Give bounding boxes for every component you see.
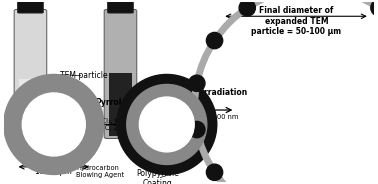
Text: TEM particle: TEM particle: [60, 71, 107, 80]
Ellipse shape: [22, 93, 85, 156]
Bar: [19, 79, 42, 136]
Text: Final diameter of
expanded TEM
particle = 50-100 μm: Final diameter of expanded TEM particle …: [251, 6, 341, 36]
Text: 13-30 μm: 13-30 μm: [36, 167, 72, 176]
Ellipse shape: [189, 75, 205, 91]
FancyBboxPatch shape: [108, 0, 133, 13]
Ellipse shape: [371, 0, 378, 16]
Text: Polypyrrole
Coating: Polypyrrole Coating: [136, 169, 179, 184]
FancyBboxPatch shape: [104, 9, 137, 139]
Ellipse shape: [206, 164, 223, 181]
Text: IR irradiation: IR irradiation: [190, 88, 247, 97]
Ellipse shape: [127, 84, 207, 164]
Text: FeCl₃, H₂O
20°C, 24 h: FeCl₃, H₂O 20°C, 24 h: [93, 118, 129, 131]
Ellipse shape: [206, 32, 223, 49]
FancyBboxPatch shape: [14, 9, 47, 139]
Ellipse shape: [139, 97, 194, 152]
Ellipse shape: [4, 75, 104, 174]
Bar: [108, 72, 132, 136]
Ellipse shape: [239, 0, 256, 16]
Ellipse shape: [117, 75, 217, 174]
Ellipse shape: [189, 121, 205, 138]
Text: Hydrocarbon
Blowing Agent: Hydrocarbon Blowing Agent: [76, 165, 124, 178]
Text: Pyrrole: Pyrrole: [95, 98, 127, 107]
Text: λ = 1200 nm: λ = 1200 nm: [195, 114, 239, 120]
FancyBboxPatch shape: [18, 0, 43, 13]
